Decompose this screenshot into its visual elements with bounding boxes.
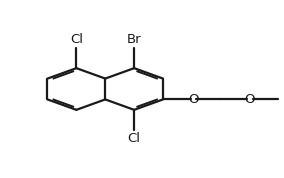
Text: Cl: Cl <box>128 132 141 145</box>
Text: O: O <box>245 93 255 106</box>
Text: Cl: Cl <box>70 33 83 46</box>
Text: O: O <box>188 93 198 106</box>
Text: Br: Br <box>127 33 141 46</box>
